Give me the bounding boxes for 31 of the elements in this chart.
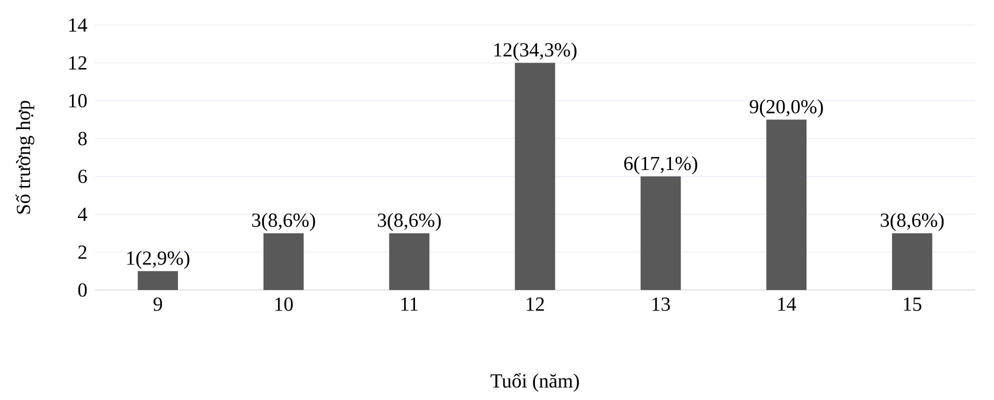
x-tick-label: 15 [904, 298, 922, 311]
x-tick-label: 11 [401, 298, 418, 311]
y-tick-label: 4 [78, 208, 88, 221]
data-label: 3(8,6%) [880, 212, 944, 232]
bar [514, 62, 556, 290]
data-label: 1(2,9%) [127, 250, 190, 269]
y-tick-label: 8 [78, 132, 87, 146]
y-tick-label: 0 [78, 283, 87, 297]
data-label: 6(17,1%) [624, 156, 698, 174]
bar [389, 233, 430, 290]
y-tick-label: 12 [69, 56, 86, 70]
x-tick-label: 10 [275, 298, 293, 311]
data-label: 12(34,3%) [494, 42, 576, 61]
y-tick-label: 10 [69, 94, 87, 108]
x-tick-label: 9 [154, 298, 162, 311]
y-tick-label: 2 [78, 246, 86, 259]
x-tick-label: 12 [526, 298, 544, 311]
data-label: 3(8,6%) [378, 212, 441, 232]
x-tick-label: 14 [778, 298, 796, 311]
data-label: 9(20,0%) [750, 99, 823, 118]
y-tick-label: 6 [78, 170, 87, 184]
bar [263, 233, 304, 290]
y-tick-label: 14 [69, 18, 88, 32]
bar [640, 176, 681, 290]
bar [138, 271, 178, 290]
x-tick-label: 13 [652, 298, 670, 311]
bar [892, 233, 932, 290]
bar [766, 120, 807, 290]
x-axis-title: Tuổi (năm) [490, 373, 579, 392]
y-axis-title: Số trường hợp [16, 100, 34, 214]
data-label: 3(8,6%) [252, 212, 316, 232]
